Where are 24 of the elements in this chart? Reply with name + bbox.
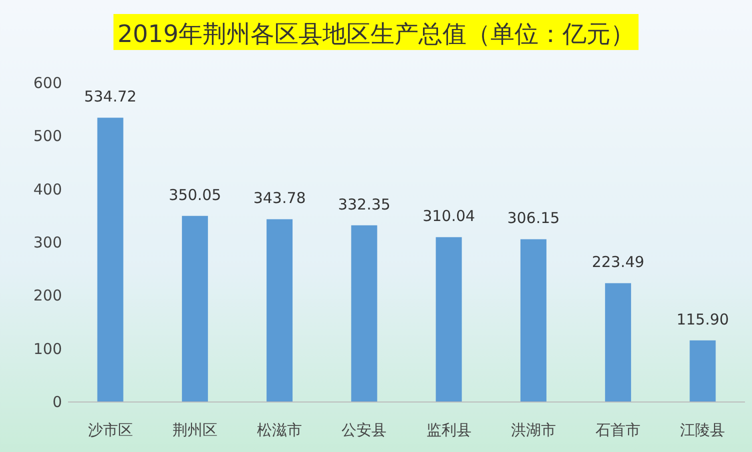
data-label: 306.15 <box>507 209 560 228</box>
chart-title: 2019年荆州各区县地区生产总值（单位：亿元） <box>117 20 635 48</box>
data-label: 223.49 <box>592 253 644 272</box>
data-label: 115.90 <box>676 310 729 328</box>
data-label: 350.05 <box>168 186 222 204</box>
y-tick-label: 100 <box>33 340 62 358</box>
x-tick-label: 石首市 <box>596 421 641 439</box>
x-tick-label: 沙市区 <box>88 421 133 439</box>
x-tick-label: 洪湖市 <box>510 421 556 439</box>
x-tick-label: 公安县 <box>342 421 387 439</box>
x-tick-label: 荆州区 <box>172 421 218 439</box>
data-label: 332.35 <box>338 195 390 214</box>
x-tick-label: 监利县 <box>426 421 472 439</box>
data-label: 534.72 <box>84 88 137 106</box>
y-tick-label: 400 <box>33 180 62 198</box>
y-tick-label: 0 <box>52 393 62 411</box>
data-label: 343.78 <box>253 189 306 208</box>
y-tick-label: 300 <box>33 234 62 252</box>
data-label: 310.04 <box>422 207 476 226</box>
y-tick-label: 200 <box>33 286 62 305</box>
y-tick-label: 500 <box>33 127 62 146</box>
x-tick-label: 松滋市 <box>257 421 302 439</box>
x-tick-label: 江陵县 <box>680 421 726 439</box>
y-tick-label: 600 <box>33 74 62 92</box>
